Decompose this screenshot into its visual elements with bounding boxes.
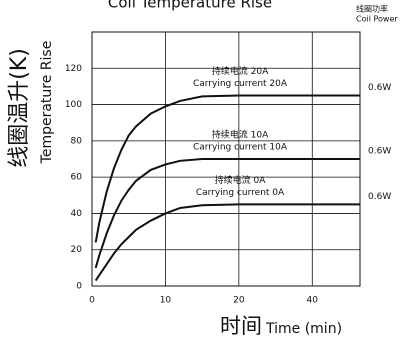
line-series [94,94,360,243]
legend-title-en: Coil Power [356,15,398,24]
chart-title: Coil Temperature Rise [108,0,272,12]
line-label-cn: 持续电流 0A [215,174,267,186]
line-label-cn: 持续电流 20A [212,65,269,77]
y-axis-label-cn: 线圈温升(K) [7,48,32,168]
x-axis-label-en: Time (min) [265,321,342,337]
line-series [94,203,360,282]
line-power-label: 0.6W [368,83,391,93]
y-tick-label: 0 [76,282,82,292]
y-tick-label: 60 [71,173,83,183]
y-tick-label: 80 [71,136,83,146]
legend-title-cn: 线圈功率 [356,4,388,14]
line-series [94,158,360,269]
y-tick-label: 100 [65,100,82,110]
y-axis-label-en: Temperature Rise [39,41,55,165]
x-tick-label: 10 [160,296,172,306]
line-label-en: Carrying current 10A [193,143,288,153]
line-label-cn: 持续电流 10A [212,129,269,141]
line-power-label: 0.6W [368,147,391,157]
line-label-en: Carrying current 0A [196,188,285,198]
x-tick-label: 40 [307,296,319,306]
x-tick-label: 20 [233,296,245,306]
y-tick-label: 40 [71,209,83,219]
line-label-en: Carrying current 20A [193,79,288,89]
line-power-label: 0.6W [368,192,391,202]
x-tick-label: 0 [89,296,95,306]
y-tick-label: 20 [71,245,83,255]
x-axis-label-cn: 时间 [220,314,262,338]
y-tick-label: 120 [65,64,82,74]
